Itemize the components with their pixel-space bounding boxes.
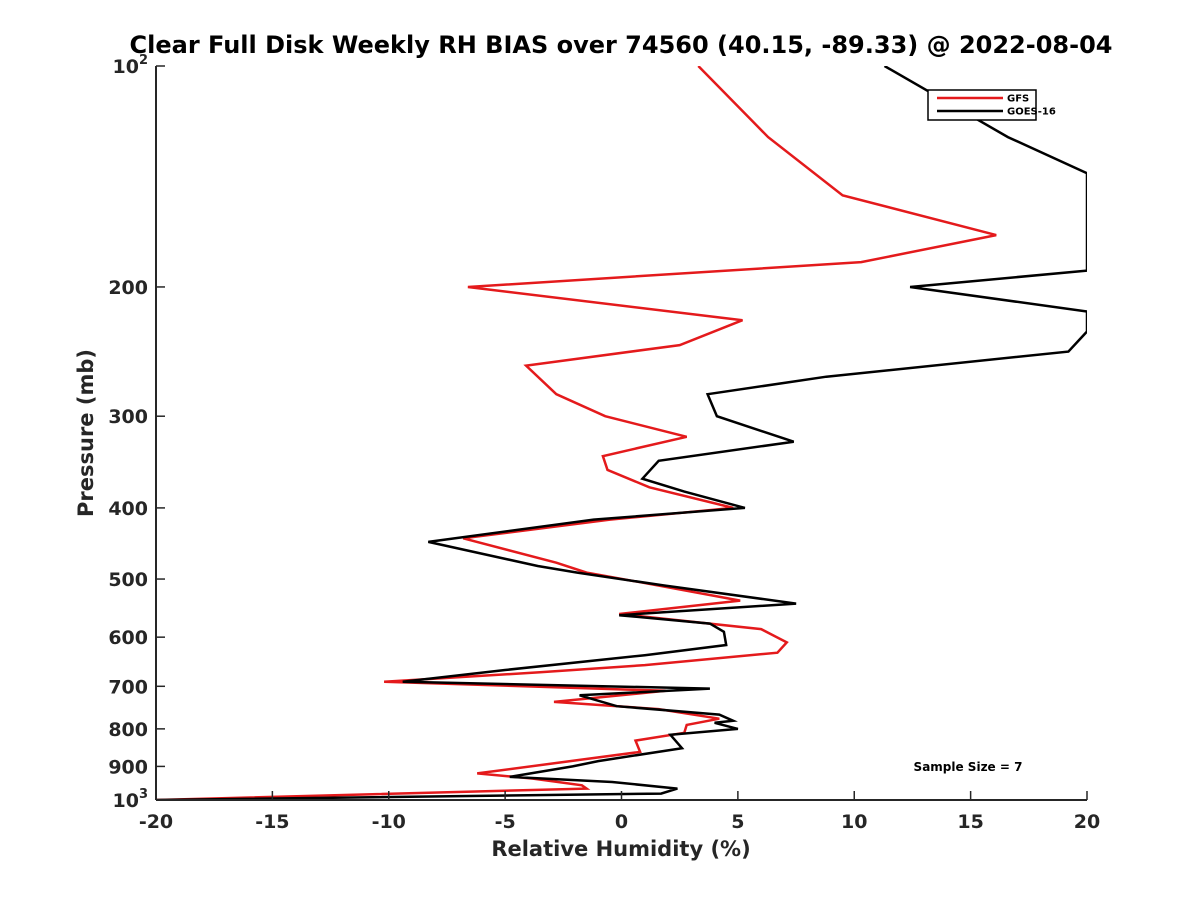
y-tick-label: 600 [108, 627, 148, 649]
series-line-goes-16 [156, 66, 1087, 800]
legend-box [927, 89, 1037, 121]
x-tick-label: -15 [255, 811, 289, 833]
x-tick-label: 0 [615, 811, 628, 833]
x-tick-label: 15 [957, 811, 983, 833]
x-axis-label: Relative Humidity (%) [491, 837, 750, 861]
y-tick-label: 200 [108, 277, 148, 299]
y-tick-label: 103 [113, 787, 149, 812]
legend-entries: GFS GOES-16 [937, 94, 1056, 118]
x-tick-label: 10 [841, 811, 867, 833]
x-ticks: -20 -15 -10 -5 0 5 10 15 20 [139, 791, 1100, 833]
y-ticks: 102 200 300 400 500 600 700 800 900 103 [108, 53, 165, 812]
y-tick-label: 300 [108, 406, 148, 428]
y-tick-label: 700 [108, 676, 148, 698]
x-tick-label: 5 [731, 811, 744, 833]
y-tick-label: 900 [108, 756, 148, 778]
chart-title: Clear Full Disk Weekly RH BIAS over 7456… [130, 31, 1113, 59]
legend-label: GOES-16 [1007, 107, 1056, 118]
legend-label: GFS [1007, 94, 1029, 105]
y-tick-label: 102 [113, 53, 149, 78]
x-tick-label: -10 [372, 811, 406, 833]
legend: GFS GOES-16 [927, 89, 1056, 121]
x-tick-label: 20 [1074, 811, 1100, 833]
y-tick-label: 800 [108, 719, 148, 741]
y-axis-label: Pressure (mb) [74, 349, 98, 517]
y-tick-label: 400 [108, 498, 148, 520]
series-line-gfs [156, 66, 997, 800]
x-tick-label: -5 [495, 811, 516, 833]
y-tick-label: 500 [108, 569, 148, 591]
x-tick-label: -20 [139, 811, 173, 833]
sample-size-annotation: Sample Size = 7 [914, 760, 1023, 774]
plot-lines [156, 66, 1087, 800]
